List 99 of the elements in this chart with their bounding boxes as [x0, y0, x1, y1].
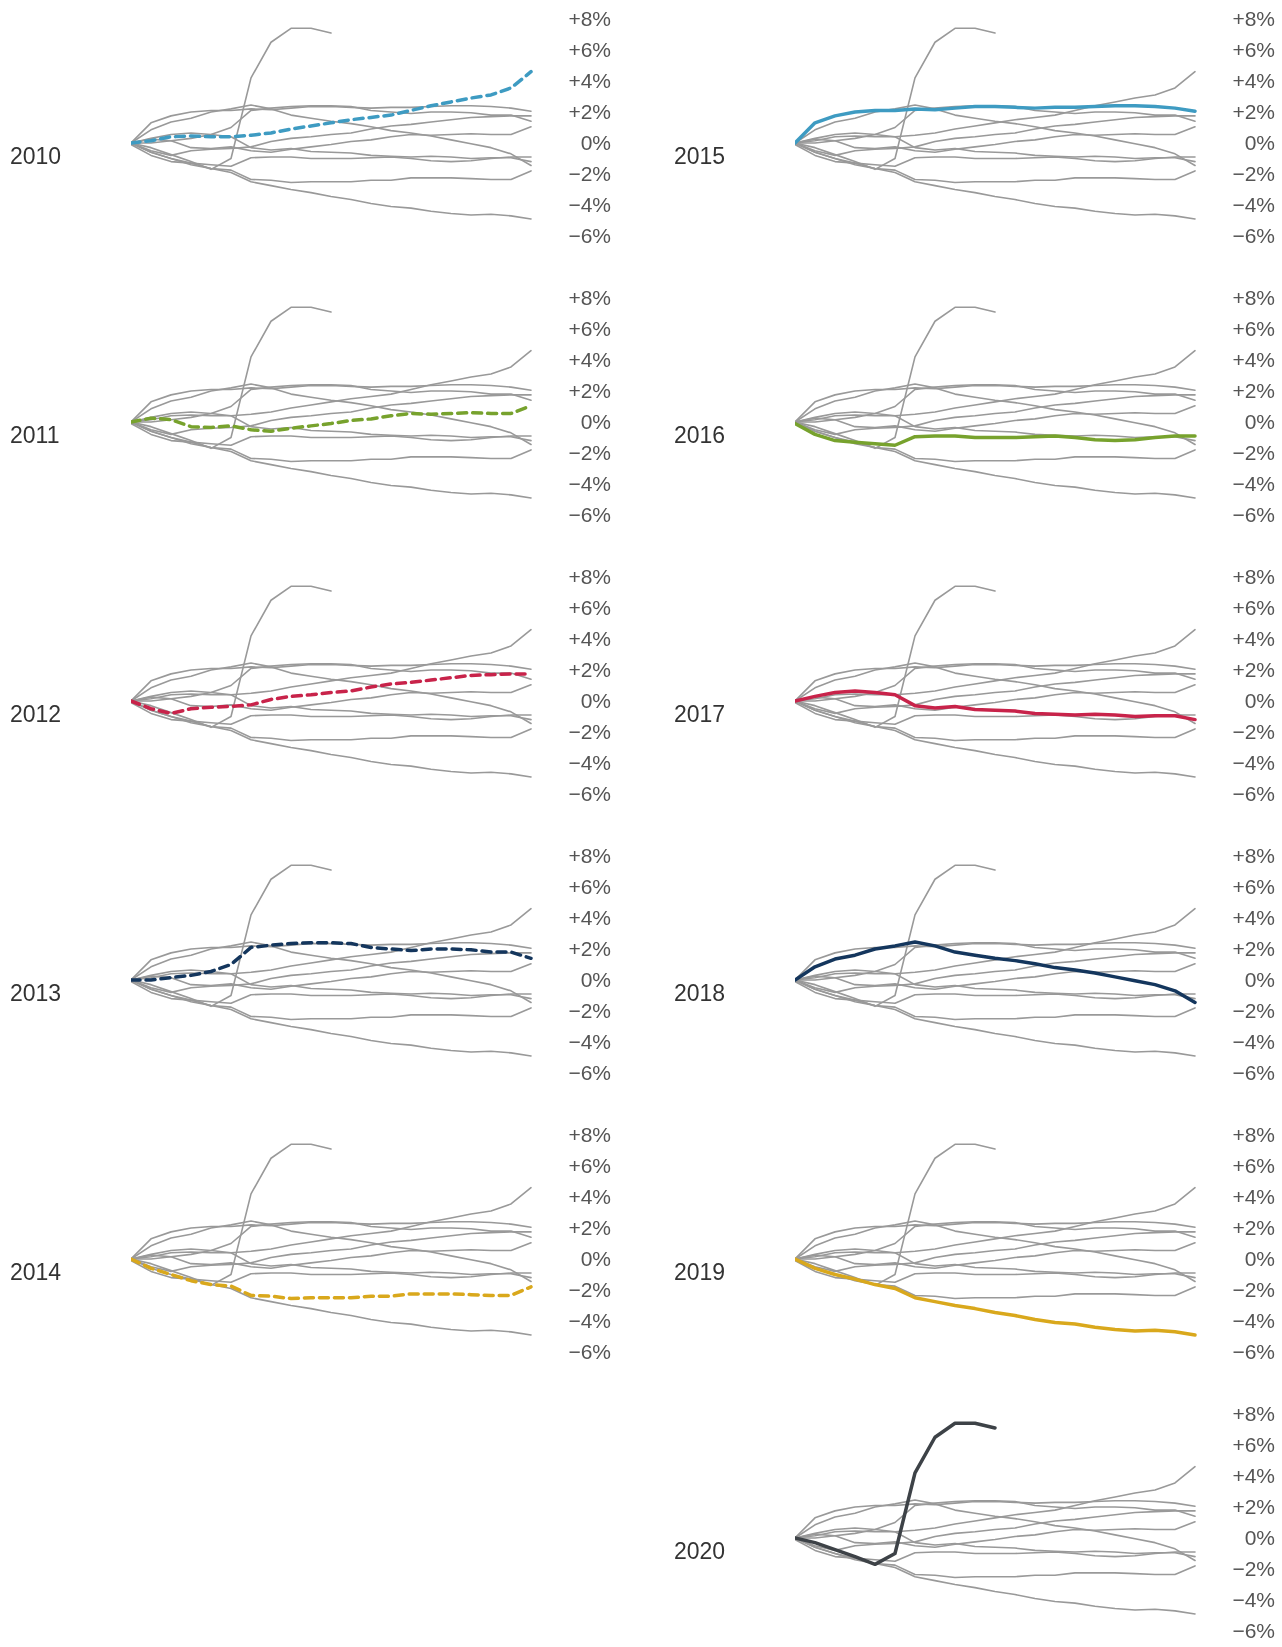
y-tick-label: +4%	[568, 69, 611, 93]
y-tick-label: +8%	[1232, 7, 1275, 31]
y-tick-label: −6%	[1232, 1619, 1275, 1643]
y-tick-label: 0%	[580, 968, 611, 992]
text: 2016	[674, 422, 726, 449]
y-tick-label: +6%	[1232, 1433, 1275, 1457]
y-tick-label: +2%	[568, 658, 611, 682]
y-tick-label: +8%	[568, 844, 611, 868]
text: 2015	[674, 143, 726, 170]
y-tick-label: 0%	[1244, 410, 1275, 434]
y-tick-label: +6%	[568, 317, 611, 341]
text: 2011	[10, 422, 60, 449]
y-tick-label: +4%	[568, 906, 611, 930]
y-tick-label: +8%	[1232, 565, 1275, 589]
y-tick-label: −4%	[1232, 751, 1275, 775]
y-tick-label: +6%	[1232, 596, 1275, 620]
y-tick-label: +6%	[568, 38, 611, 62]
y-tick-label: −4%	[568, 1030, 611, 1054]
y-tick-label: −2%	[1232, 999, 1275, 1023]
y-tick-label: +6%	[1232, 1154, 1275, 1178]
y-tick-label: −2%	[1232, 1557, 1275, 1581]
y-tick-label: +4%	[568, 1185, 611, 1209]
y-tick-label: +8%	[1232, 286, 1275, 310]
y-tick-label: −2%	[1232, 1278, 1275, 1302]
y-tick-label: +8%	[568, 1123, 611, 1147]
y-tick-label: +8%	[568, 286, 611, 310]
y-tick-label: +2%	[1232, 658, 1275, 682]
y-tick-label: +2%	[1232, 379, 1275, 403]
text: 2010	[10, 143, 62, 170]
y-tick-label: −4%	[1232, 1030, 1275, 1054]
text: 2017	[674, 701, 726, 728]
text: 2018	[674, 980, 726, 1007]
y-tick-label: −2%	[1232, 441, 1275, 465]
y-tick-label: −6%	[1232, 782, 1275, 806]
y-tick-label: +6%	[1232, 38, 1275, 62]
y-tick-label: 0%	[1244, 968, 1275, 992]
y-tick-label: −6%	[568, 1061, 611, 1085]
y-tick-label: −4%	[1232, 1309, 1275, 1333]
y-tick-label: +4%	[568, 348, 611, 372]
y-tick-label: +4%	[1232, 348, 1275, 372]
y-tick-label: −2%	[568, 720, 611, 744]
y-tick-label: 0%	[580, 689, 611, 713]
y-tick-label: +4%	[1232, 906, 1275, 930]
y-tick-label: −6%	[568, 782, 611, 806]
y-tick-label: +2%	[1232, 1216, 1275, 1240]
y-tick-label: +4%	[1232, 69, 1275, 93]
text: 2020	[674, 1538, 726, 1565]
y-tick-label: +4%	[1232, 1464, 1275, 1488]
y-tick-label: −6%	[1232, 1340, 1275, 1364]
y-tick-label: +2%	[568, 1216, 611, 1240]
y-tick-label: −4%	[1232, 1588, 1275, 1612]
y-tick-label: −2%	[568, 441, 611, 465]
y-tick-label: +2%	[568, 100, 611, 124]
y-tick-label: −6%	[568, 503, 611, 527]
text: 2012	[10, 701, 62, 728]
y-tick-label: +6%	[1232, 875, 1275, 899]
text: 2014	[10, 1259, 62, 1286]
y-tick-label: −2%	[568, 999, 611, 1023]
y-tick-label: +2%	[1232, 937, 1275, 961]
y-tick-label: −2%	[568, 1278, 611, 1302]
y-tick-label: 0%	[580, 131, 611, 155]
y-tick-label: +2%	[1232, 1495, 1275, 1519]
y-tick-label: 0%	[1244, 1247, 1275, 1271]
y-tick-label: −6%	[568, 224, 611, 248]
y-tick-label: 0%	[580, 410, 611, 434]
y-tick-label: −6%	[1232, 224, 1275, 248]
y-tick-label: −2%	[1232, 720, 1275, 744]
y-tick-label: +8%	[568, 7, 611, 31]
y-tick-label: +2%	[568, 379, 611, 403]
y-tick-label: +6%	[568, 596, 611, 620]
text: 2019	[674, 1259, 726, 1286]
y-tick-label: −4%	[568, 472, 611, 496]
y-tick-label: +8%	[568, 565, 611, 589]
y-tick-label: −4%	[1232, 472, 1275, 496]
y-tick-label: +2%	[568, 937, 611, 961]
y-tick-label: +8%	[1232, 844, 1275, 868]
y-tick-label: +6%	[568, 875, 611, 899]
y-tick-label: +8%	[1232, 1123, 1275, 1147]
y-tick-label: +6%	[568, 1154, 611, 1178]
y-tick-label: −6%	[1232, 1061, 1275, 1085]
y-tick-label: −4%	[568, 193, 611, 217]
y-tick-label: −4%	[568, 751, 611, 775]
y-tick-label: +4%	[568, 627, 611, 651]
y-tick-label: −6%	[1232, 503, 1275, 527]
y-tick-label: 0%	[1244, 131, 1275, 155]
y-tick-label: −2%	[1232, 162, 1275, 186]
y-tick-label: 0%	[1244, 689, 1275, 713]
y-tick-label: 0%	[1244, 1526, 1275, 1550]
y-tick-label: +2%	[1232, 100, 1275, 124]
y-tick-label: −4%	[1232, 193, 1275, 217]
y-tick-label: +4%	[1232, 1185, 1275, 1209]
text: 2013	[10, 980, 62, 1007]
y-tick-label: 0%	[580, 1247, 611, 1271]
y-tick-label: +6%	[1232, 317, 1275, 341]
y-tick-label: −6%	[568, 1340, 611, 1364]
y-tick-label: −2%	[568, 162, 611, 186]
y-tick-label: −4%	[568, 1309, 611, 1333]
y-tick-label: +4%	[1232, 627, 1275, 651]
y-tick-label: +8%	[1232, 1402, 1275, 1426]
